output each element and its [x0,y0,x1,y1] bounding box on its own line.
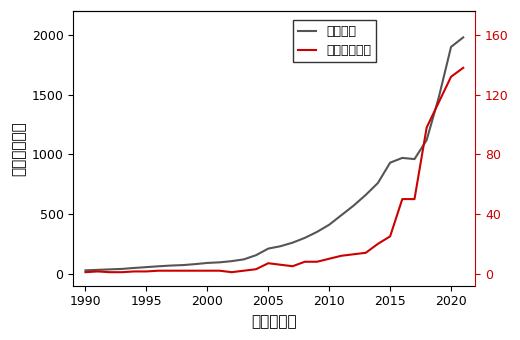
Y-axis label: 论文量（篇）: 论文量（篇） [11,121,26,176]
X-axis label: 时间（年）: 时间（年） [252,314,297,329]
Legend: 食物浪费, 家庭食物浪费: 食物浪费, 家庭食物浪费 [293,20,376,62]
